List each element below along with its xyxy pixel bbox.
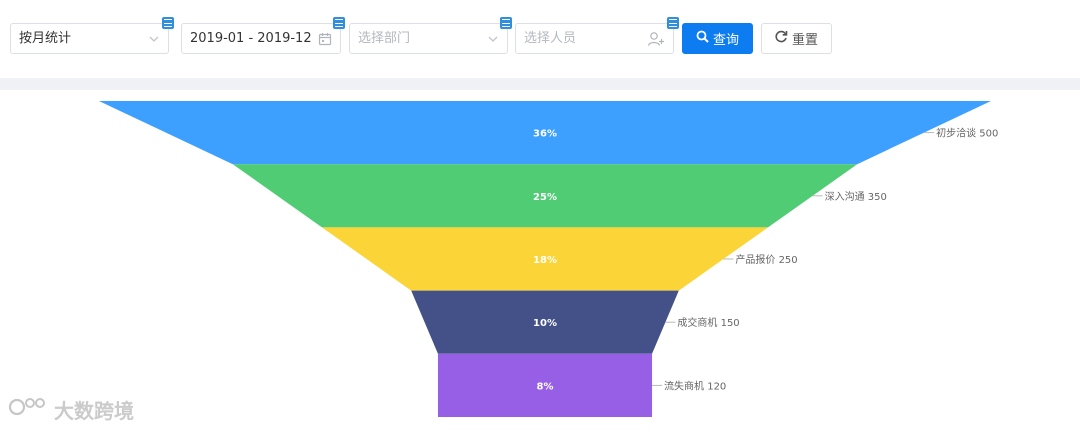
refresh-icon <box>775 30 788 47</box>
funnel-percent-label: 25% <box>533 192 557 203</box>
funnel-segment[interactable] <box>232 164 858 228</box>
funnel-percent-label: 10% <box>533 318 557 329</box>
funnel-stage-label: 产品报价 250 <box>735 253 797 266</box>
date-range-picker[interactable]: 2019-01 - 2019-12 <box>181 23 341 54</box>
list-marker-icon <box>500 17 512 29</box>
list-marker-icon <box>162 17 174 29</box>
chevron-down-icon <box>148 24 160 53</box>
filter-toolbar: 按月统计 2019-01 - 2019-12 选择部门 选择人员 <box>0 0 1080 78</box>
funnel-stage-label: 成交商机 150 <box>677 316 739 329</box>
funnel-segment[interactable] <box>322 227 768 291</box>
query-button[interactable]: 查询 <box>682 23 753 54</box>
section-divider <box>0 78 1080 90</box>
period-select[interactable]: 按月统计 <box>10 23 169 54</box>
funnel-percent-label: 8% <box>537 381 554 392</box>
reset-button-label: 重置 <box>791 33 818 48</box>
list-marker-icon <box>333 17 345 29</box>
period-select-value: 按月统计 <box>19 31 72 46</box>
funnel-segment[interactable] <box>437 353 653 417</box>
person-picker-placeholder: 选择人员 <box>524 31 577 46</box>
funnel-stage-label: 深入沟通 350 <box>825 190 887 203</box>
funnel-percent-label: 18% <box>533 255 557 266</box>
person-picker[interactable]: 选择人员 <box>515 23 674 54</box>
watermark: 大数跨境 <box>8 395 134 424</box>
add-user-icon <box>647 24 665 53</box>
date-range-value: 2019-01 - 2019-12 <box>190 31 312 46</box>
funnel-segment[interactable] <box>411 290 679 354</box>
chevron-down-icon <box>487 24 499 53</box>
department-select[interactable]: 选择部门 <box>349 23 508 54</box>
reset-button[interactable]: 重置 <box>761 23 832 54</box>
query-button-label: 查询 <box>712 33 739 48</box>
watermark-text: 大数跨境 <box>54 399 134 423</box>
funnel-chart-canvas: 36% 初步洽谈 500 25% 深入沟通 350 18% 产品报价 250 10% 成交商机… <box>99 101 998 417</box>
search-icon <box>696 30 709 47</box>
funnel-chart: 36% 初步洽谈 500 25% 深入沟通 350 18% 产品报价 250 10% 成交商机… <box>0 90 1080 432</box>
funnel-segment[interactable] <box>99 101 991 165</box>
funnel-stage-label: 初步洽谈 500 <box>936 127 998 140</box>
list-marker-icon <box>667 17 679 29</box>
department-select-placeholder: 选择部门 <box>358 31 411 46</box>
calendar-icon <box>318 24 332 53</box>
funnel-percent-label: 36% <box>533 129 557 140</box>
watermark-logo-icon <box>8 395 48 424</box>
funnel-stage-label: 流失商机 120 <box>664 379 726 392</box>
